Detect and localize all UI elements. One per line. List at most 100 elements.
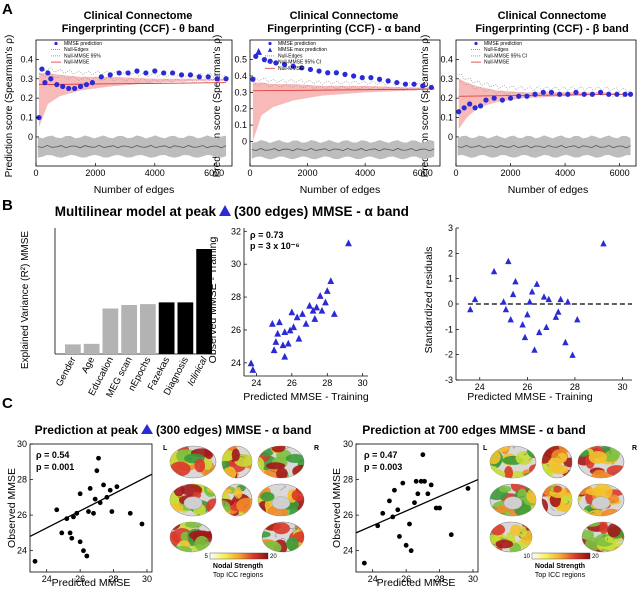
c-right-scatter-xtick-label: 30 — [468, 574, 478, 584]
a-theta-ytick-label: 0 — [28, 132, 33, 142]
a-beta-ytick-label: 0 — [448, 132, 453, 142]
a-beta-mmse-point — [573, 90, 578, 95]
c-right-stat-rho: ρ = 0.47 — [364, 450, 397, 460]
b-residual-point — [534, 281, 540, 287]
a-beta-mmse-point — [541, 90, 546, 95]
a-beta-mmse-point — [524, 94, 529, 99]
a-theta-mmse-point — [99, 74, 104, 79]
b-residuals-ytick-label: 0 — [448, 299, 453, 309]
c-right-brain-region — [557, 453, 568, 463]
b-scatter-point — [271, 346, 278, 353]
c-left-brain-view — [253, 442, 312, 480]
c-right-brain-region — [601, 509, 622, 523]
a-theta-mmse-point — [152, 68, 157, 73]
a-beta-mmse-point — [557, 92, 562, 97]
a-beta-mmse-point — [516, 94, 521, 99]
c-right-scatter-point — [404, 543, 409, 548]
c-right-brain-view — [535, 439, 578, 481]
b-residual-point — [519, 321, 525, 327]
a-beta-mmse-point — [549, 90, 554, 95]
c-left-scatter-point — [109, 509, 114, 514]
b-residuals-ytick-label: -2 — [445, 350, 453, 360]
c-right-brain-region — [574, 509, 589, 518]
b-scatter-point — [288, 308, 295, 315]
c-left-brain-region — [261, 541, 281, 554]
c-right-brain-r-label: R — [632, 445, 637, 452]
a-alpha-ytick-label: 0.5 — [234, 55, 247, 65]
a-beta-ytick-label: 0.2 — [440, 93, 453, 103]
c-right-brain-region — [541, 469, 553, 482]
a-theta-ytick-label: 0.1 — [20, 113, 33, 123]
b-scatter-ytick-label: 26 — [231, 325, 241, 335]
c-left-brain-sulcus — [173, 473, 175, 477]
c-right-colorbar-title: Nodal Strength — [535, 563, 585, 570]
c-right-brain-sulcus — [586, 483, 591, 485]
c-right-scatter-xtick-label: 28 — [435, 574, 445, 584]
c-right-brain-region — [490, 524, 505, 535]
a-beta-xtick-label: 4000 — [555, 168, 575, 178]
c-left-colorbar-subtitle: Top ICC regions — [213, 572, 264, 579]
c-left-brain-view — [211, 444, 256, 485]
b-bar — [159, 302, 175, 354]
a-alpha-xtick-label: 6000 — [413, 168, 433, 178]
c-left-brain-region — [207, 486, 223, 493]
c-right-brain-region — [599, 521, 608, 534]
c-left-title-pre: Prediction at peak — [35, 423, 139, 437]
a-alpha-ytick-label: 0.1 — [234, 120, 247, 130]
a-theta-mmse-point — [197, 74, 202, 79]
b-scatter-point — [296, 335, 303, 342]
a-beta-mmse-point — [456, 109, 461, 114]
b-scatter-point — [299, 310, 306, 317]
a-theta-mmse-point — [78, 84, 83, 89]
b-scatter-point — [274, 330, 281, 337]
b-residual-point — [569, 351, 575, 357]
a-beta-mmse-point — [598, 90, 603, 95]
a-theta-mmse-point — [188, 72, 193, 77]
b-residual-point — [529, 288, 535, 294]
b-residuals-xtick-label: 28 — [570, 382, 580, 392]
b-scatter-point — [306, 302, 313, 309]
c-right-colorbar-max: 20 — [592, 554, 599, 560]
c-right-scatter-xtick-label: 24 — [368, 574, 378, 584]
a-beta-mmse-point — [628, 92, 633, 97]
c-left-colorbar — [210, 553, 268, 559]
a-beta-legend-label: MMSE prediction — [484, 41, 522, 47]
c-right-scatter-point — [412, 500, 417, 505]
b-stat-p: p = 3 x 10⁻⁶ — [250, 241, 300, 251]
c-right-scatter-point — [425, 491, 430, 496]
a-theta-mmse-point — [125, 70, 130, 75]
b-residual-point — [565, 298, 571, 304]
a-theta-legend-label: MMSE prediction — [64, 41, 102, 47]
b-residual-point — [527, 298, 533, 304]
c-right-brain-region — [607, 523, 621, 537]
a-beta-subtitle: Fingerprinting (CCF) - β band — [475, 23, 628, 35]
c-left-scatter-point — [64, 516, 69, 521]
c-left-scatter-point — [101, 482, 106, 487]
a-alpha-mmse-point — [308, 67, 313, 72]
b-scatter-point — [281, 353, 288, 360]
a-alpha-legend-swatch — [268, 48, 272, 52]
a-alpha-mmse-point — [420, 83, 425, 88]
a-beta-ytick-label: 0.1 — [440, 113, 453, 123]
b-scatter-xtick-label: 30 — [358, 378, 368, 388]
panel-label-c: C — [2, 395, 13, 412]
b-residual-point — [524, 311, 530, 317]
c-right-scatter-point — [390, 514, 395, 519]
b-residual-point — [531, 346, 537, 352]
b-scatter-xtick-label: 28 — [322, 378, 332, 388]
c-right-brain-view — [573, 482, 624, 523]
a-beta-legend-swatch — [474, 42, 477, 45]
c-right-brain-region — [607, 465, 627, 476]
b-scatter-ytick-label: 28 — [231, 292, 241, 302]
a-theta-mmse-point — [66, 86, 71, 91]
c-right-scatter-point — [409, 548, 414, 553]
c-right-brain-region — [496, 540, 514, 549]
b-residual-point — [562, 339, 568, 345]
a-beta-mmse-point — [500, 97, 505, 102]
a-beta-mmse-point — [478, 103, 483, 108]
c-right-brain-sulcus — [621, 519, 623, 523]
a-beta-ytick-label: 0.3 — [440, 74, 453, 84]
b-residual-point — [541, 293, 547, 299]
a-theta-legend-label: Null-MMSE 95% — [64, 53, 101, 59]
